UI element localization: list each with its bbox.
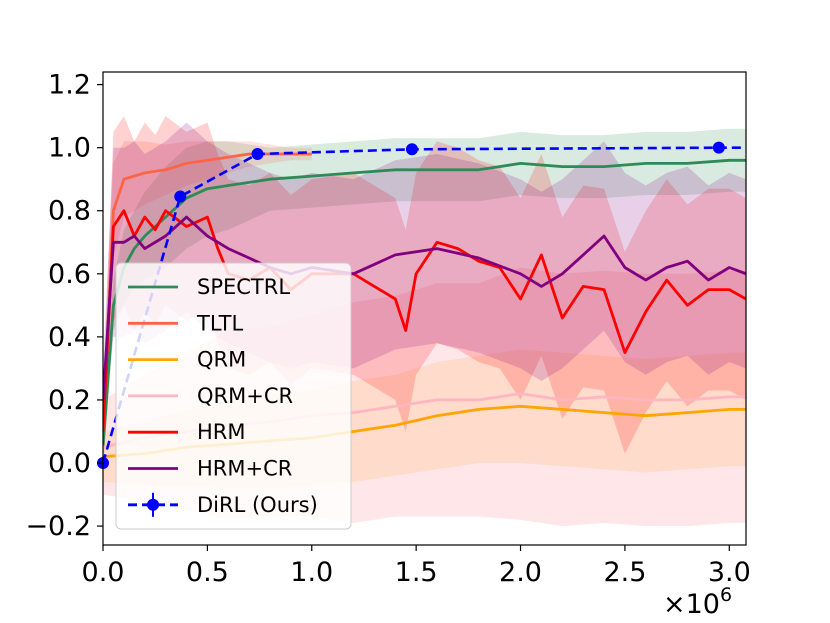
y-tick-label: 1.2: [48, 70, 91, 101]
legend-label: QRM+CR: [197, 384, 293, 408]
legend-label: DiRL (Ours): [197, 493, 318, 517]
legend-box: [115, 262, 352, 530]
x-tick-label: 0.0: [82, 557, 125, 588]
line-hrm: [103, 209, 746, 432]
line-hrm-cr: [103, 215, 746, 400]
y-tick-label: 1.0: [48, 133, 91, 164]
line-spectrl: [103, 158, 746, 448]
y-tick-label: 0.2: [48, 385, 91, 416]
y-tick-label: 0.6: [48, 259, 91, 290]
x-tick-label: 2.5: [603, 557, 646, 588]
x-tick-label: 2.0: [499, 557, 542, 588]
legend-label: HRM+CR: [197, 457, 292, 481]
axes: 0.0 0.5 1.0 1.5 2.0 2.5 3.0 −0.2 0.0 0.2 0.4 0.6 0.8…: [25, 70, 750, 588]
dirl-point: [712, 141, 725, 154]
x-tick-label: 1.0: [290, 557, 333, 588]
y-tick-label: −0.2: [25, 511, 91, 542]
x-tick-label: 0.5: [186, 557, 229, 588]
y-tick-label: 0.0: [48, 448, 91, 479]
dirl-point: [174, 190, 187, 203]
legend-label: HRM: [197, 420, 246, 444]
legend-label: TLTL: [196, 311, 243, 335]
x-tick-label: 3.0: [708, 557, 751, 588]
x-tick-label: 1.5: [395, 557, 438, 588]
x-multiplier: ×106: [663, 584, 732, 620]
band-hrm: [103, 116, 746, 463]
legend-label: SPECTRL: [197, 275, 290, 299]
dirl-point: [251, 147, 264, 160]
dirl-point: [405, 143, 418, 156]
legend: SPECTRL TLTL QRM QRM+CR HRM HRM+CR DiRL (Ours): [115, 262, 352, 530]
y-tick-label: 0.4: [48, 322, 91, 353]
legend-label: QRM: [197, 348, 246, 372]
band-tltl: [103, 141, 312, 457]
y-tick-label: 0.8: [48, 196, 91, 227]
plot-frame: [102, 71, 747, 546]
